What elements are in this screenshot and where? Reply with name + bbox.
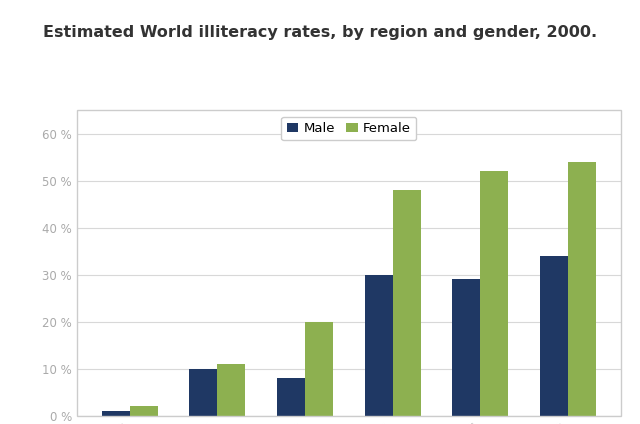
Bar — [365, 275, 393, 416]
Bar — [277, 378, 305, 416]
Bar — [568, 162, 596, 416]
Bar — [129, 406, 157, 416]
Bar — [189, 368, 217, 416]
Bar — [452, 279, 481, 416]
Bar — [540, 256, 568, 416]
Bar — [102, 411, 129, 416]
Bar — [305, 321, 333, 416]
Bar — [393, 190, 420, 416]
Legend: Male, Female: Male, Female — [282, 117, 416, 140]
Bar — [77, 110, 621, 416]
Bar — [217, 364, 245, 416]
Text: Estimated World illiteracy rates, by region and gender, 2000.: Estimated World illiteracy rates, by reg… — [43, 25, 597, 40]
Bar — [481, 171, 508, 416]
